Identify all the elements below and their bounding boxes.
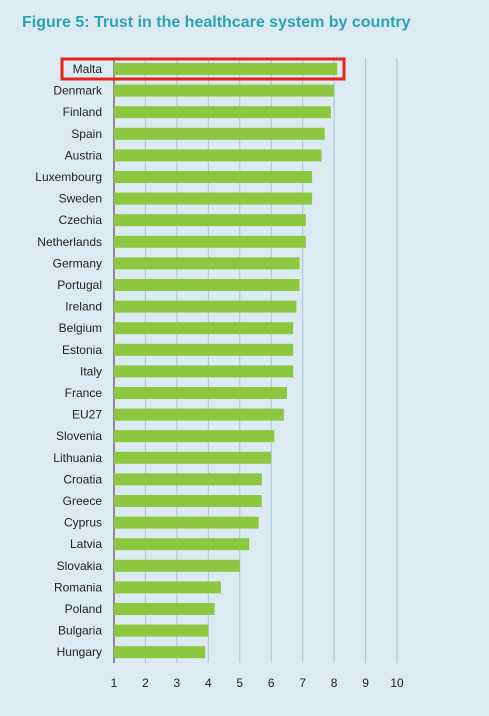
category-label-finland: Finland [63, 105, 102, 119]
category-label-malta: Malta [73, 62, 103, 76]
bar-denmark [114, 84, 335, 97]
category-label-bulgaria: Bulgaria [58, 624, 102, 638]
bar-slovenia [114, 430, 275, 443]
category-label-germany: Germany [53, 256, 102, 270]
bar-ireland [114, 300, 297, 313]
bars [114, 63, 338, 659]
x-tick-label: 8 [331, 676, 338, 690]
category-label-estonia: Estonia [62, 343, 102, 357]
bar-latvia [114, 538, 250, 551]
x-tick-label: 2 [142, 676, 149, 690]
bar-france [114, 387, 287, 399]
category-labels: Malta Denmark Finland Spain Austria Luxembour… [35, 62, 103, 659]
bar-spain [114, 127, 325, 140]
bar-austria [114, 149, 322, 162]
x-tick-label: 6 [268, 676, 275, 690]
category-label-latvia: Latvia [70, 537, 102, 551]
bar-lithuania [114, 451, 272, 464]
category-label-eu27: EU27 [72, 408, 102, 422]
category-label-czechia: Czechia [59, 213, 103, 227]
highlight [60, 57, 346, 81]
bar-sweden [114, 192, 313, 205]
category-label-spain: Spain [71, 127, 102, 141]
x-tick-label: 9 [362, 676, 369, 690]
x-tick-label: 1 [111, 676, 118, 690]
category-label-denmark: Denmark [53, 84, 103, 98]
category-label-slovakia: Slovakia [57, 559, 103, 573]
category-label-austria: Austria [65, 148, 103, 162]
category-label-lithuania: Lithuania [53, 451, 102, 465]
category-label-poland: Poland [65, 602, 102, 616]
x-tick-label: 4 [205, 676, 212, 690]
bar-cyprus [114, 516, 259, 529]
x-tick-label: 7 [299, 676, 306, 690]
bar-croatia [114, 473, 262, 486]
bar-hungary [114, 646, 206, 659]
bar-bulgaria [114, 624, 209, 637]
bar-czechia [114, 214, 306, 227]
bar-belgium [114, 322, 294, 335]
category-label-slovenia: Slovenia [56, 429, 102, 443]
x-tick-label: 3 [174, 676, 181, 690]
bar-estonia [114, 343, 294, 356]
category-label-croatia: Croatia [63, 472, 102, 486]
highlight-box [60, 57, 346, 81]
category-label-italy: Italy [80, 364, 102, 378]
bar-germany [114, 257, 300, 270]
x-tick-label: 5 [236, 676, 243, 690]
category-label-netherlands: Netherlands [37, 235, 102, 249]
category-label-france: France [65, 386, 103, 400]
chart-title: Figure 5: Trust in the healthcare system… [22, 14, 411, 31]
bar-greece [114, 495, 262, 507]
category-label-portugal: Portugal [57, 278, 102, 292]
category-label-cyprus: Cyprus [64, 516, 102, 530]
grid-lines [113, 58, 398, 663]
bar-malta [114, 63, 338, 75]
bar-romania [114, 581, 221, 594]
category-label-sweden: Sweden [59, 192, 102, 206]
bar-netherlands [114, 235, 306, 248]
category-label-belgium: Belgium [59, 321, 102, 335]
category-label-ireland: Ireland [65, 300, 102, 314]
category-label-greece: Greece [63, 494, 103, 508]
bar-luxembourg [114, 171, 313, 183]
category-label-luxembourg: Luxembourg [35, 170, 102, 184]
bar-poland [114, 603, 215, 615]
category-label-hungary: Hungary [57, 645, 102, 659]
bar-italy [114, 365, 294, 378]
bar-slovakia [114, 559, 240, 572]
x-tick-labels: 1 2 3 4 5 6 7 8 9 10 [111, 676, 404, 690]
bar-eu27 [114, 408, 284, 421]
bar-portugal [114, 279, 300, 291]
x-tick-label: 10 [390, 676, 404, 690]
category-label-romania: Romania [54, 580, 102, 594]
bar-finland [114, 106, 331, 119]
